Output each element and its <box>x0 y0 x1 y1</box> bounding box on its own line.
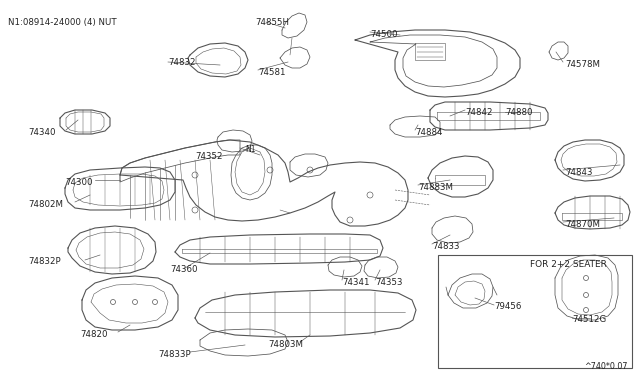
Text: 74500: 74500 <box>370 30 397 39</box>
Text: 74341: 74341 <box>342 278 369 287</box>
Text: 74300: 74300 <box>65 178 93 187</box>
Text: 74353: 74353 <box>375 278 403 287</box>
Text: 79456: 79456 <box>494 302 522 311</box>
Text: 74833P: 74833P <box>158 350 191 359</box>
Bar <box>438 255 632 368</box>
Text: 74820: 74820 <box>80 330 108 339</box>
Text: 74581: 74581 <box>258 68 285 77</box>
Text: 74843: 74843 <box>565 168 593 177</box>
Text: 74360: 74360 <box>170 265 198 274</box>
Text: 74352: 74352 <box>195 152 223 161</box>
Text: N1: N1 <box>245 145 255 154</box>
Text: ^740*0.07: ^740*0.07 <box>584 362 628 371</box>
Text: 74880: 74880 <box>505 108 532 117</box>
Text: N1:08914-24000 (4) NUT: N1:08914-24000 (4) NUT <box>8 18 116 27</box>
Text: 74842: 74842 <box>465 108 493 117</box>
Text: 74884: 74884 <box>415 128 442 137</box>
Text: 74803M: 74803M <box>268 340 303 349</box>
Text: 74512G: 74512G <box>572 315 606 324</box>
Text: 74833: 74833 <box>432 242 460 251</box>
Text: 74802M: 74802M <box>28 200 63 209</box>
Text: 74855H: 74855H <box>255 18 289 27</box>
Text: 74832P: 74832P <box>28 257 61 266</box>
Text: 74832: 74832 <box>168 58 195 67</box>
Text: 74578M: 74578M <box>565 60 600 69</box>
Text: 74870M: 74870M <box>565 220 600 229</box>
Text: FOR 2+2 SEATER: FOR 2+2 SEATER <box>530 260 607 269</box>
Text: 74883M: 74883M <box>418 183 453 192</box>
Text: 74340: 74340 <box>28 128 56 137</box>
